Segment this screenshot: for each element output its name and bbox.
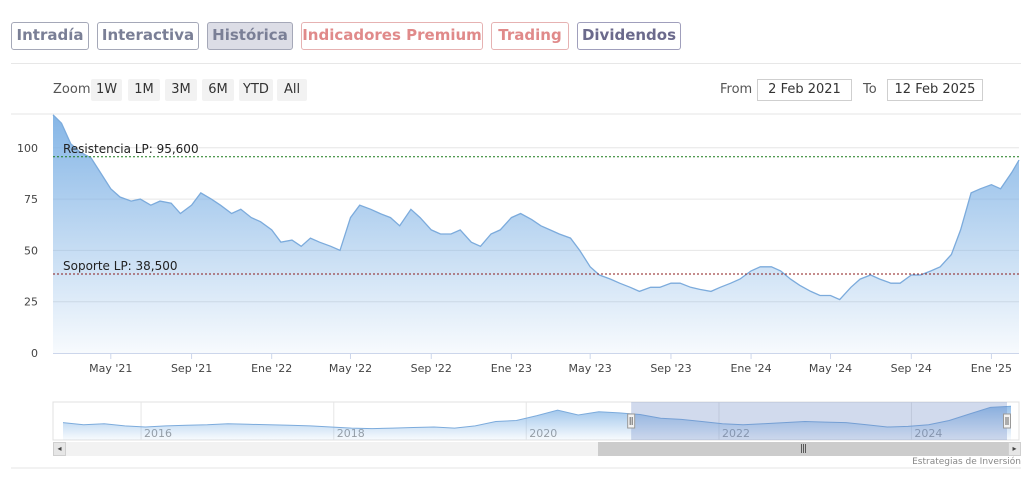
from-date-input[interactable]: 2 Feb 2021: [757, 79, 852, 101]
x-tick-label: May '24: [809, 362, 852, 375]
price-line: [52, 114, 1020, 301]
chart-credit: Estrategias de Inversión: [912, 457, 1021, 467]
zoom-button-1m[interactable]: 1M: [128, 79, 160, 101]
support-label: Soporte LP: 38,500: [63, 259, 178, 273]
scrollbar-grip-icon: |||: [799, 444, 807, 454]
x-tick-label: Ene '23: [491, 362, 532, 375]
y-tick-label: 50: [24, 244, 38, 257]
zoom-button-ytd[interactable]: YTD: [239, 79, 273, 101]
navigator-handle-right[interactable]: [1003, 413, 1011, 429]
to-label: To: [863, 82, 877, 97]
navigator-selection: [631, 402, 1007, 440]
tab-separator: [11, 63, 1021, 64]
x-tick-label: Sep '24: [891, 362, 932, 375]
x-tick-label: May '23: [569, 362, 612, 375]
zoom-label: Zoom: [53, 82, 91, 97]
x-tick-label: Sep '22: [411, 362, 452, 375]
zoom-button-6m[interactable]: 6M: [202, 79, 234, 101]
to-date-input[interactable]: 12 Feb 2025: [887, 79, 983, 101]
scrollbar-thumb[interactable]: [598, 442, 1008, 456]
price-area: [53, 114, 1019, 354]
tab-histórica[interactable]: Histórica: [207, 22, 293, 50]
scroll-right-button[interactable]: ▸: [1008, 442, 1021, 456]
from-label: From: [720, 82, 753, 97]
zoom-button-all[interactable]: All: [277, 79, 307, 101]
x-tick-label: Ene '24: [730, 362, 771, 375]
y-tick-label: 25: [24, 296, 38, 309]
tab-trading[interactable]: Trading: [491, 22, 569, 50]
tab-interactiva[interactable]: Interactiva: [97, 22, 199, 50]
navigator-line: [62, 405, 1012, 430]
x-tick-label: Sep '23: [650, 362, 691, 375]
y-tick-label: 75: [24, 193, 38, 206]
zoom-button-3m[interactable]: 3M: [165, 79, 197, 101]
x-tick-label: Ene '22: [251, 362, 292, 375]
x-tick-label: Sep '21: [171, 362, 212, 375]
tab-intradía[interactable]: Intradía: [11, 22, 89, 50]
resistance-label: Resistencia LP: 95,600: [63, 142, 199, 156]
navigator-area: [63, 406, 1011, 440]
y-tick-label: 100: [17, 142, 38, 155]
x-tick-label: Ene '25: [971, 362, 1012, 375]
tab-indicadores-premium[interactable]: Indicadores Premium: [301, 22, 483, 50]
navigator-handle-left[interactable]: [627, 413, 636, 429]
x-tick-label: May '21: [89, 362, 132, 375]
x-tick-label: May '22: [329, 362, 372, 375]
tab-dividendos[interactable]: Dividendos: [577, 22, 681, 50]
zoom-button-1w[interactable]: 1W: [91, 79, 122, 101]
y-tick-label: 0: [31, 347, 38, 360]
scroll-left-button[interactable]: ◂: [53, 442, 66, 456]
